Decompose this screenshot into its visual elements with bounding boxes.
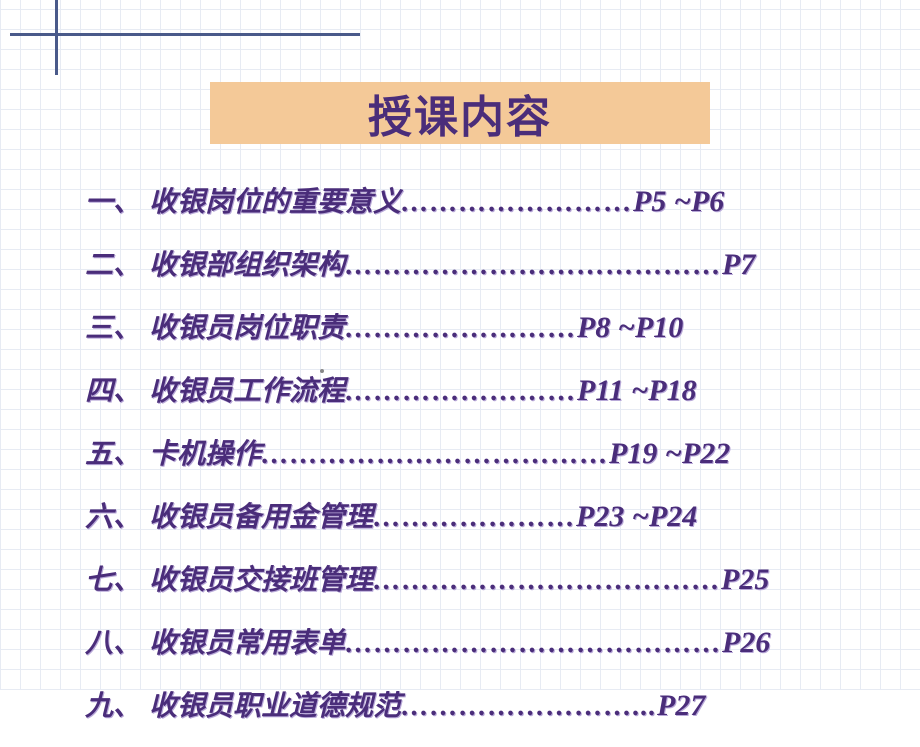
toc-page: P26 bbox=[722, 626, 770, 660]
toc-dots: ……………………………… bbox=[261, 439, 609, 471]
toc-title: 收银部组织架构 bbox=[149, 243, 345, 283]
toc-number: 五、 bbox=[85, 432, 141, 472]
toc-page: P23 ~P24 bbox=[576, 500, 697, 534]
toc-title: 收银员备用金管理 bbox=[149, 495, 373, 535]
toc-dots: ………………………………… bbox=[345, 628, 722, 660]
toc-dots: ……………………... bbox=[401, 691, 657, 723]
toc-dots: ………………………………… bbox=[345, 250, 722, 282]
toc-number: 三、 bbox=[85, 306, 141, 346]
toc-dots: …………………… bbox=[345, 313, 577, 345]
toc-number: 四、 bbox=[85, 369, 141, 409]
toc-number: 二、 bbox=[85, 243, 141, 283]
toc-item: 七、 收银员交接班管理 ……………………………… P25 bbox=[85, 558, 865, 598]
toc-title: 收银员常用表单 bbox=[149, 621, 345, 661]
toc-title: 收银员职业道德规范 bbox=[149, 684, 401, 724]
slide-title: 授课内容 bbox=[368, 81, 552, 145]
toc-dots: ……………………………… bbox=[373, 565, 721, 597]
accent-line-vertical bbox=[55, 0, 58, 75]
toc-title: 收银岗位的重要意义 bbox=[149, 180, 401, 220]
toc-title: 收银员工作流程 bbox=[149, 369, 345, 409]
toc-title: 收银员交接班管理 bbox=[149, 558, 373, 598]
toc-item: 四、 收银员工作流程 …………………… P11 ~P18 bbox=[85, 369, 865, 409]
toc-page: P11 ~P18 bbox=[577, 374, 697, 408]
toc-item: 六、 收银员备用金管理 ………………… P23 ~P24 bbox=[85, 495, 865, 535]
toc-title: 收银员岗位职责 bbox=[149, 306, 345, 346]
toc-item: 九、 收银员职业道德规范 ……………………... P27 bbox=[85, 684, 865, 724]
toc-page: P8 ~P10 bbox=[577, 311, 683, 345]
toc-number: 六、 bbox=[85, 495, 141, 535]
toc-number: 八、 bbox=[85, 621, 141, 661]
accent-line-horizontal bbox=[10, 33, 360, 36]
toc-title: 卡机操作 bbox=[149, 432, 261, 472]
toc-item: 一、 收银岗位的重要意义 …………………… P5 ~P6 bbox=[85, 180, 865, 220]
toc-page: P25 bbox=[721, 563, 769, 597]
toc-item: 三、 收银员岗位职责 …………………… P8 ~P10 bbox=[85, 306, 865, 346]
toc-page: P27 bbox=[657, 689, 705, 723]
toc-number: 九、 bbox=[85, 684, 141, 724]
toc-dots: …………………… bbox=[401, 187, 633, 219]
toc-page: P7 bbox=[722, 248, 755, 282]
toc-page: P5 ~P6 bbox=[633, 185, 724, 219]
toc-item: 八、 收银员常用表单 ………………………………… P26 bbox=[85, 621, 865, 661]
toc-number: 一、 bbox=[85, 180, 141, 220]
toc-page: P19 ~P22 bbox=[609, 437, 730, 471]
toc-dots: ………………… bbox=[373, 502, 576, 534]
toc-container: 一、 收银岗位的重要意义 …………………… P5 ~P6 二、 收银部组织架构 … bbox=[85, 180, 865, 747]
toc-number: 七、 bbox=[85, 558, 141, 598]
toc-item: 二、 收银部组织架构 ………………………………… P7 bbox=[85, 243, 865, 283]
toc-item: 五、 卡机操作 ……………………………… P19 ~P22 bbox=[85, 432, 865, 472]
title-box: 授课内容 bbox=[210, 82, 710, 144]
toc-dots: …………………… bbox=[345, 376, 577, 408]
